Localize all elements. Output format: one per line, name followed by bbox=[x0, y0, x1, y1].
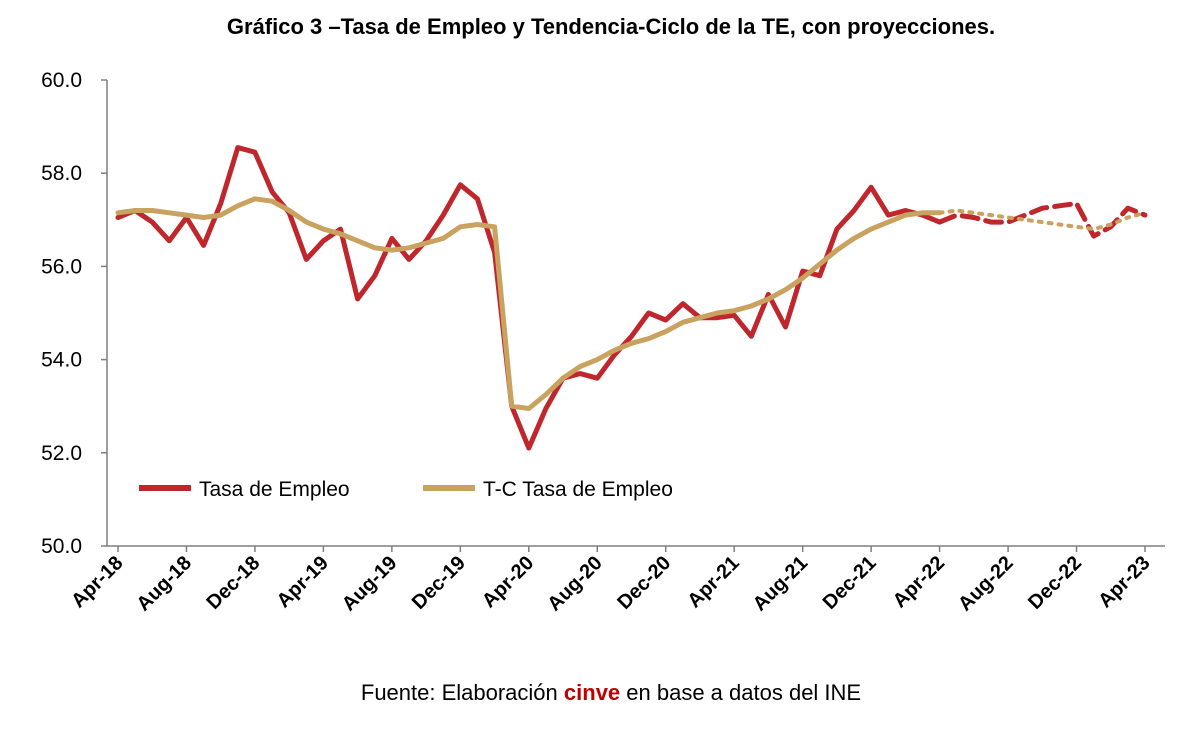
source-suffix: en base a datos del INE bbox=[620, 680, 862, 705]
x-tick-label: Dec-18 bbox=[203, 552, 265, 614]
legend-label: T-C Tasa de Empleo bbox=[483, 478, 673, 501]
series-line-tasa-de-empleo-proyecci-n bbox=[937, 201, 1148, 239]
x-tick-label: Aug-20 bbox=[543, 552, 606, 615]
x-tick-label: Aug-19 bbox=[338, 552, 401, 615]
x-tick-label: Aug-18 bbox=[133, 552, 196, 615]
chart-legend: Tasa de Empleo T-C Tasa de Empleo bbox=[139, 478, 673, 501]
x-tick-label: Apr-22 bbox=[889, 552, 949, 612]
y-tick-label: 54.0 bbox=[41, 349, 82, 372]
series-line-t-c-tasa-de-empleo bbox=[115, 196, 943, 411]
x-tick-label: Apr-19 bbox=[273, 552, 333, 612]
y-tick-label: 50.0 bbox=[41, 535, 82, 558]
x-tick-label: Dec-22 bbox=[1024, 552, 1086, 614]
x-tick-label: Aug-22 bbox=[954, 552, 1017, 615]
x-tick-label: Dec-20 bbox=[613, 552, 675, 614]
x-tick-label: Apr-18 bbox=[67, 552, 127, 612]
x-tick-label: Apr-23 bbox=[1094, 552, 1154, 612]
x-tick-label: Aug-21 bbox=[749, 552, 812, 615]
x-axis-ticks: Apr-18 Aug-18 Dec-18 Apr-19 Aug-19 Dec-19 Apr-… bbox=[67, 546, 1155, 615]
x-tick-label: Dec-21 bbox=[819, 552, 881, 614]
series-line-t-c-tasa-de-empleo-proyecci-n bbox=[937, 208, 1147, 232]
series-layer bbox=[115, 145, 1148, 451]
chart-axes bbox=[106, 80, 1165, 547]
y-tick-label: 58.0 bbox=[41, 162, 82, 185]
x-tick-label: Apr-20 bbox=[478, 552, 538, 612]
y-tick-label: 60.0 bbox=[41, 69, 82, 92]
source-prefix: Fuente: Elaboración bbox=[360, 680, 564, 705]
x-tick-label: Dec-19 bbox=[408, 552, 470, 614]
y-tick-label: 52.0 bbox=[41, 442, 82, 465]
legend-label: Tasa de Empleo bbox=[199, 478, 350, 501]
series-line-tasa-de-empleo bbox=[115, 145, 943, 451]
y-axis-ticks: 50.0 52.0 54.0 56.0 58.0 60.0 bbox=[41, 69, 107, 558]
source-brand: cinve bbox=[563, 680, 621, 705]
chart-title: Gráfico 3 –Tasa de Empleo y Tendencia-Ci… bbox=[226, 14, 996, 39]
source-note: Fuente: Elaboración cinve en base a dato… bbox=[0, 680, 1186, 706]
x-tick-label: Apr-21 bbox=[683, 552, 743, 612]
y-tick-label: 56.0 bbox=[41, 255, 82, 278]
